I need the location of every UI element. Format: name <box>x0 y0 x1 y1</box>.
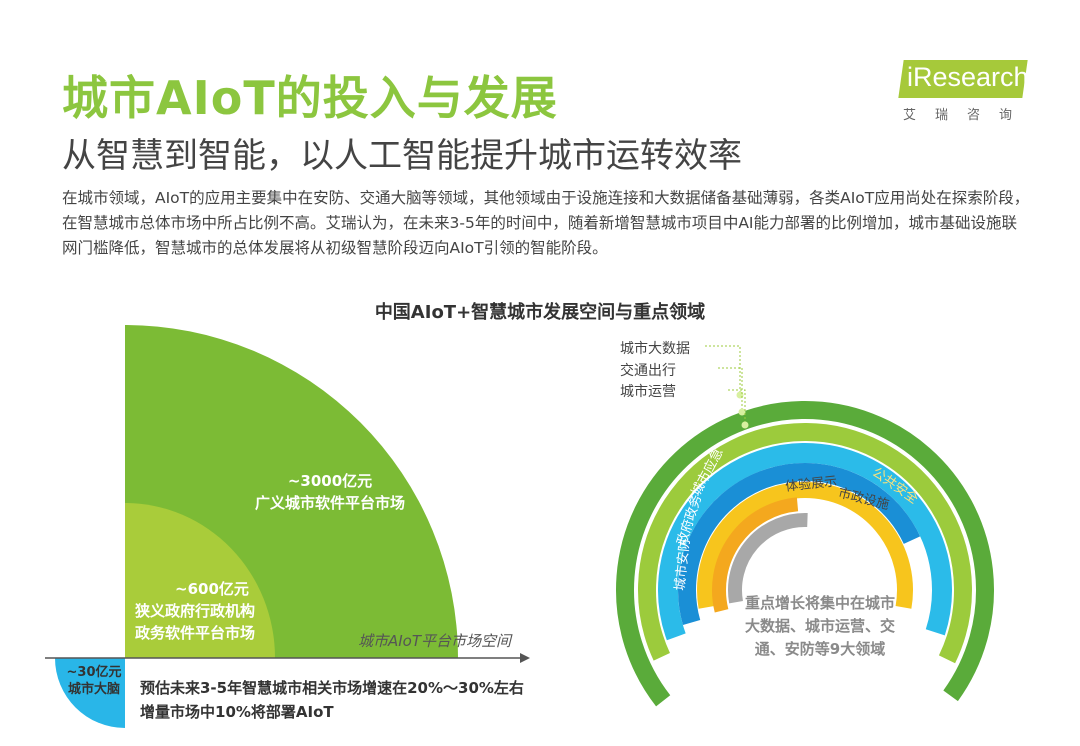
chart-title: 中国AIoT+智慧城市发展空间与重点领域 <box>374 302 706 323</box>
arc-light-green <box>638 423 972 664</box>
callout-dot <box>741 421 749 429</box>
large-market-label: ~3000亿元 广义城市软件平台市场 <box>215 470 445 514</box>
large-value: ~3000亿元 <box>287 472 373 490</box>
medium-label1: 狭义政府行政机构 <box>135 602 256 620</box>
callout-dot <box>738 408 746 416</box>
summary-line-3: 通、安防等9大领域 <box>754 640 886 658</box>
note-2: 增量市场中10%将部署AIoT <box>140 703 334 721</box>
logo-cn: 艾瑞咨询 <box>903 108 1032 123</box>
medium-label2: 政务软件平台市场 <box>135 624 256 642</box>
small-quarter-blue <box>55 658 125 728</box>
callout-leader-line <box>705 345 741 395</box>
medium-value: ~600亿元 <box>175 580 249 598</box>
logo-text: iResearch <box>907 62 1029 92</box>
callout-big-data: 城市大数据 <box>620 341 690 357</box>
body-text: 在城市领域，AIoT的应用主要集中在安防、交通大脑等领域，其他领域由于设施连接和… <box>62 189 1030 257</box>
arc-orange <box>712 497 799 613</box>
summary-line-2: 大数据、城市运营、交 <box>744 617 895 635</box>
callout-operation: 城市运营 <box>620 384 676 400</box>
axis-label: 城市AIoT平台市场空间 <box>358 632 512 650</box>
arc-dark-green <box>616 401 994 707</box>
summary-text: 重点增长将集中在城市 大数据、城市运营、交 通、安防等9大领域 <box>735 592 905 661</box>
callout-leader-line <box>718 367 743 412</box>
page-title: 城市AIoT的投入与发展 <box>62 71 558 125</box>
arc-blue <box>678 463 921 625</box>
medium-market-label: ~600亿元 狭义政府行政机构 政务软件平台市场 <box>135 578 285 644</box>
growth-notes: 预估未来3-5年智慧城市相关市场增速在20%～30%左右 增量市场中10%将部署… <box>140 676 524 724</box>
summary-line-1: 重点增长将集中在城市 <box>744 594 895 612</box>
callout-traffic: 交通出行 <box>620 363 676 379</box>
small-market-label: ~30亿元 城市大脑 <box>56 664 132 698</box>
large-label: 广义城市软件平台市场 <box>254 494 405 512</box>
note-1: 预估未来3-5年智慧城市相关市场增速在20%～30%左右 <box>140 679 524 697</box>
small-value: ~30亿元 <box>66 665 122 680</box>
arc-yellow <box>697 482 913 609</box>
small-label: 城市大脑 <box>67 682 120 697</box>
axis-arrow <box>520 653 530 663</box>
medium-quarter <box>125 503 275 658</box>
page-subtitle: 从智慧到智能，以人工智能提升城市运转效率 <box>62 136 742 176</box>
iresearch-logo: iResearch 艾瑞咨询 <box>893 56 1033 126</box>
arc-cyan <box>658 443 952 641</box>
arc-gray <box>728 513 808 604</box>
callout-leader-line <box>728 389 746 425</box>
